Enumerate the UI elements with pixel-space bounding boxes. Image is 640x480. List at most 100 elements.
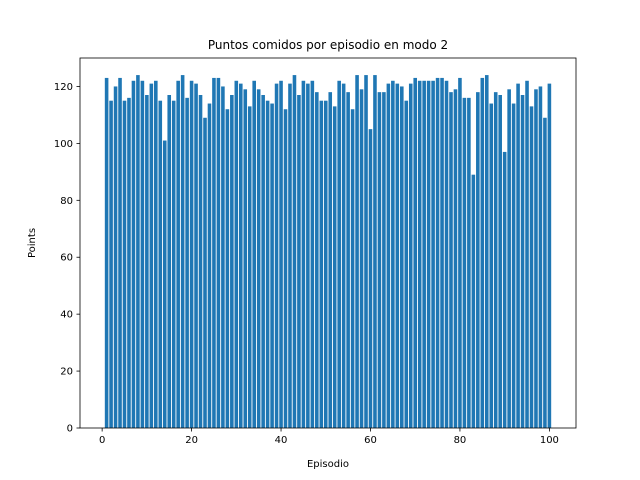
bar-episode-25: [212, 77, 216, 429]
bar-episode-50: [323, 100, 328, 428]
bar-episode-58: [359, 89, 364, 428]
x-axis: 0 20 40 60 80 100: [99, 428, 559, 446]
bar-episode-67: [400, 86, 404, 429]
y-tick-label: 20: [60, 367, 73, 378]
y-tick-label: 80: [60, 196, 73, 207]
bar-episode-84: [476, 92, 480, 429]
bar-episode-27: [221, 86, 225, 429]
bar-episode-19: [185, 97, 189, 428]
bar-episode-28: [225, 109, 230, 428]
bar-episode-100: [547, 83, 552, 429]
bar-episode-83: [471, 174, 476, 428]
bar-episode-92: [511, 103, 516, 428]
bar-episode-22: [198, 95, 203, 428]
bar-episode-95: [525, 80, 529, 429]
bar-episode-4: [118, 77, 122, 429]
y-tick-label: 0: [67, 424, 73, 435]
bar-episode-90: [502, 151, 507, 429]
bar-episode-45: [301, 80, 306, 429]
bar-episode-57: [355, 75, 359, 428]
bar-episode-70: [413, 77, 417, 429]
bar-episode-74: [431, 80, 435, 429]
bar-episode-49: [319, 100, 324, 428]
bar-episode-76: [440, 77, 444, 429]
bar-episode-87: [489, 103, 494, 428]
chart-title: Puntos comidos por episodio en modo 2: [208, 38, 448, 52]
y-tick-label: 60: [60, 253, 73, 264]
bar-episode-88: [493, 92, 498, 429]
bar-episode-75: [435, 77, 440, 429]
bar-episode-15: [167, 95, 172, 428]
bar-episode-23: [203, 117, 207, 429]
bar-episode-43: [292, 75, 297, 428]
bar-episode-32: [243, 89, 248, 428]
bar-episode-38: [270, 103, 274, 428]
bar-episode-2: [109, 100, 113, 428]
bar-episode-7: [131, 80, 136, 429]
bar-episode-18: [180, 75, 185, 428]
bar-episode-98: [538, 86, 543, 429]
bar-episode-11: [149, 83, 154, 429]
bar-episode-53: [337, 80, 341, 429]
bar-episode-61: [373, 75, 377, 428]
bar-episode-46: [306, 83, 310, 429]
bar-episode-26: [216, 77, 221, 429]
bar-episode-55: [346, 92, 350, 429]
bar-episode-59: [364, 75, 368, 428]
x-tick-label: 100: [540, 435, 559, 446]
bar-episode-36: [261, 95, 265, 428]
y-tick-label: 100: [54, 139, 73, 150]
bar-episode-37: [265, 100, 270, 428]
x-tick-label: 40: [275, 435, 288, 446]
bar-episode-1: [104, 77, 109, 429]
bar-episode-85: [480, 77, 485, 429]
bar-episode-34: [252, 80, 256, 429]
bar-episode-41: [283, 109, 288, 428]
bar-episode-73: [426, 80, 431, 429]
bar-episode-9: [140, 80, 145, 429]
bar-episode-94: [520, 95, 525, 428]
bar-episode-99: [543, 117, 547, 429]
bar-episode-31: [239, 83, 243, 429]
bar-episode-82: [467, 97, 471, 428]
bar-episode-33: [247, 106, 252, 428]
bar-episode-56: [350, 109, 355, 428]
plot-frame: [79, 57, 577, 429]
bar-episode-14: [162, 140, 167, 429]
bar-episode-40: [279, 80, 283, 429]
bar-episode-78: [449, 92, 453, 429]
bar-episode-12: [154, 80, 158, 429]
bar-episode-52: [332, 106, 337, 428]
x-tick-label: 80: [454, 435, 467, 446]
bar-episode-42: [288, 83, 292, 429]
x-tick-label: 0: [99, 435, 105, 446]
bar-episode-72: [422, 80, 426, 429]
bar-episode-64: [386, 83, 391, 429]
bar-episode-86: [484, 75, 489, 428]
bar-episode-17: [176, 80, 180, 429]
bar-episode-29: [230, 95, 234, 428]
bar-episode-16: [171, 100, 176, 428]
bar-episode-71: [417, 80, 422, 429]
bar-episode-47: [310, 80, 315, 429]
bar-episode-89: [498, 95, 502, 428]
x-tick-label: 60: [364, 435, 377, 446]
bar-episode-6: [127, 97, 131, 428]
bar-episode-96: [529, 106, 534, 428]
bar-episode-81: [462, 97, 467, 428]
bar-episode-68: [404, 100, 409, 428]
bar-episode-44: [297, 95, 301, 428]
bar-episode-91: [507, 89, 511, 428]
bar-episode-97: [534, 89, 538, 428]
bar-episode-48: [315, 92, 319, 429]
bar-episode-35: [256, 89, 261, 428]
bar-episode-30: [234, 80, 239, 429]
x-tick-label: 20: [185, 435, 198, 446]
y-tick-label: 40: [60, 310, 73, 321]
bar-episode-13: [158, 100, 163, 428]
y-axis: 0 20 40 60 80 100 120: [54, 82, 80, 435]
bars-group: [104, 75, 552, 429]
bar-episode-62: [377, 92, 382, 429]
bar-episode-79: [453, 89, 458, 428]
